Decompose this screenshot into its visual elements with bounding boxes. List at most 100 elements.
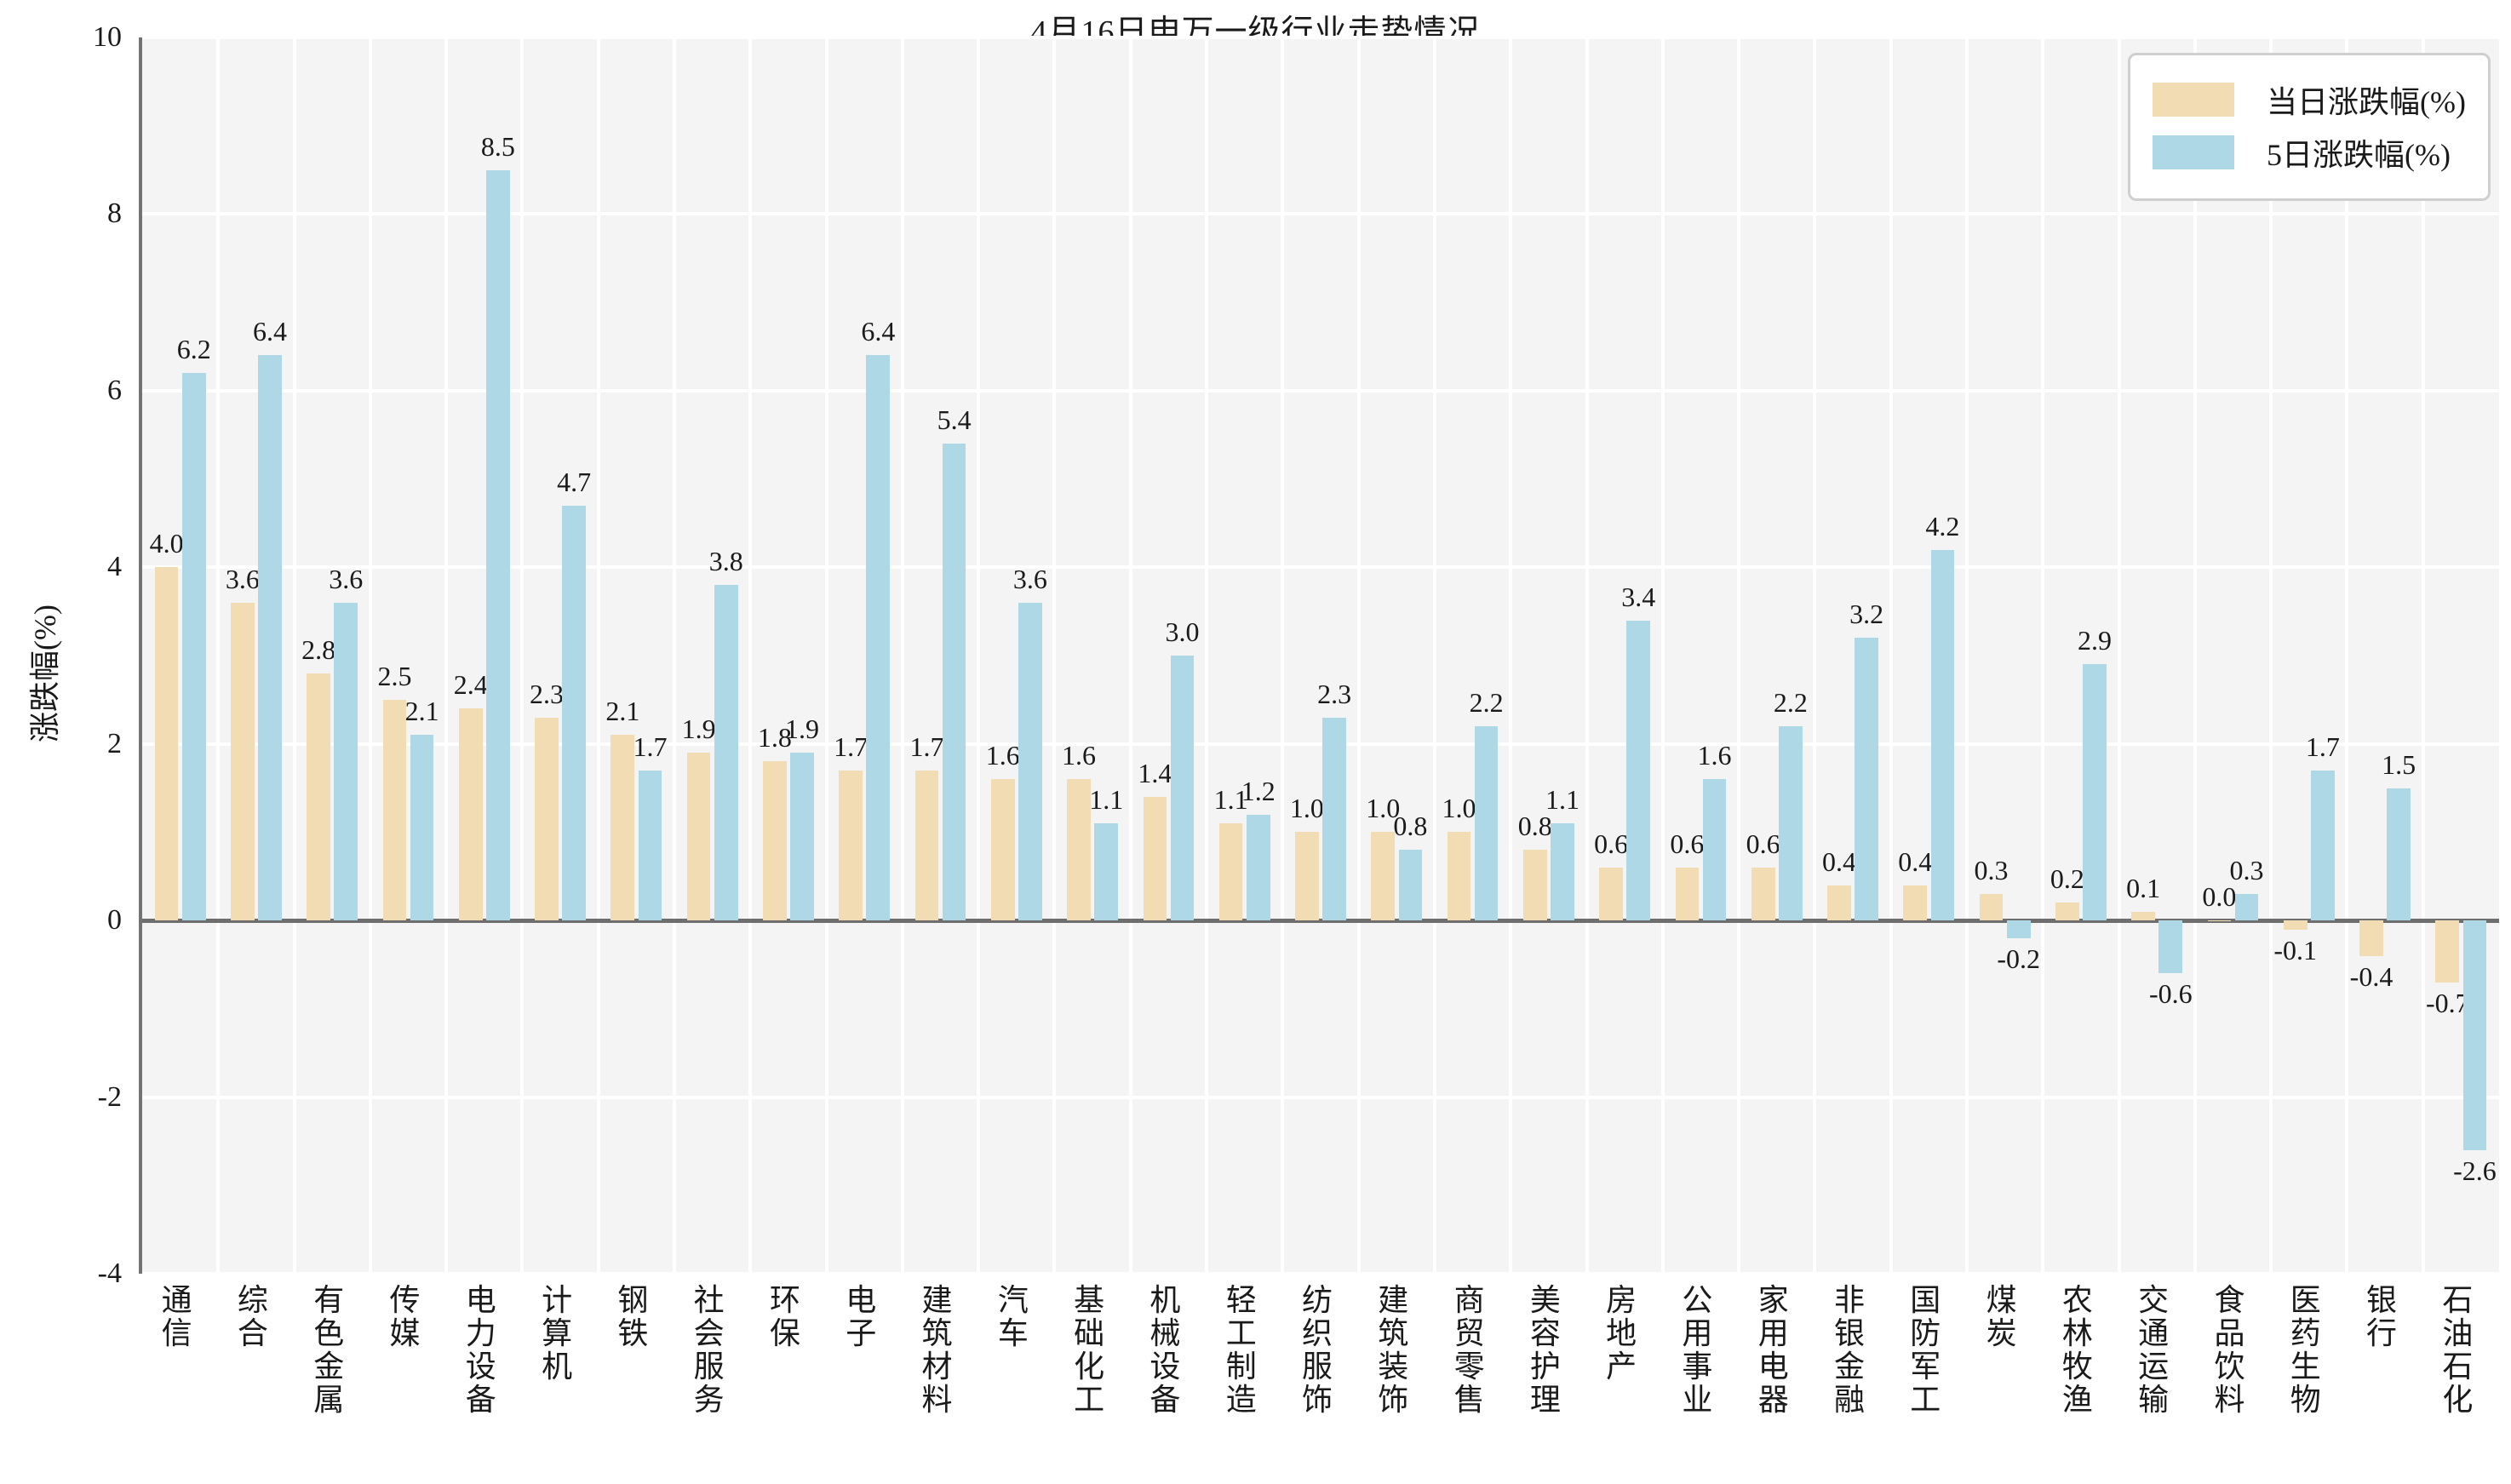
- bar-daily[interactable]: [1599, 867, 1623, 921]
- bar-daily[interactable]: [914, 770, 939, 921]
- gridline-horizontal: [142, 388, 2499, 392]
- bar-fived[interactable]: [1702, 779, 1727, 921]
- bar-daily[interactable]: [2131, 911, 2155, 921]
- bar-fived[interactable]: [638, 770, 662, 921]
- bar-daily[interactable]: [839, 770, 863, 921]
- bar-fived[interactable]: [410, 735, 434, 921]
- bar-daily[interactable]: [1447, 832, 1471, 921]
- bar-value-label: 6.2: [176, 334, 211, 365]
- bar-fived[interactable]: [1626, 620, 1651, 921]
- gridline-vertical: [1128, 37, 1132, 1274]
- bar-value-label: 1.0: [1289, 793, 1324, 824]
- bar-fived[interactable]: [2387, 788, 2411, 921]
- x-axis-tick: 建筑装饰: [1378, 1283, 1409, 1417]
- bar-daily[interactable]: [1751, 867, 1775, 921]
- x-axis-tick: 有色金属: [313, 1283, 345, 1417]
- bar-daily[interactable]: [231, 602, 255, 921]
- bar-value-label: 8.5: [480, 130, 515, 162]
- bar-daily[interactable]: [1143, 796, 1167, 921]
- y-axis-tick: 6: [107, 374, 122, 406]
- bar-daily[interactable]: [1903, 885, 1928, 921]
- bar-fived[interactable]: [942, 444, 966, 921]
- bar-fived[interactable]: [2083, 664, 2107, 921]
- gridline-horizontal: [142, 1095, 2499, 1099]
- bar-fived[interactable]: [1778, 725, 1803, 921]
- zero-baseline: [142, 919, 2499, 924]
- gridline-vertical: [1356, 37, 1361, 1274]
- bar-daily[interactable]: [2207, 920, 2232, 922]
- bar-fived[interactable]: [714, 585, 738, 921]
- bar-daily[interactable]: [1522, 850, 1547, 921]
- bar-value-label: -0.6: [2148, 978, 2193, 1010]
- gridline-vertical: [1889, 37, 1893, 1274]
- bar-fived[interactable]: [181, 373, 206, 921]
- bar-value-label: 1.7: [909, 731, 944, 762]
- bar-value-label: 0.4: [1821, 845, 1856, 877]
- bar-daily[interactable]: [990, 779, 1015, 921]
- bar-value-label: 1.2: [1241, 775, 1276, 806]
- bar-daily[interactable]: [1218, 823, 1243, 921]
- bar-fived[interactable]: [1246, 814, 1270, 921]
- bar-daily[interactable]: [686, 753, 711, 921]
- bar-fived[interactable]: [1170, 656, 1195, 921]
- bar-value-label: 1.6: [1697, 740, 1732, 771]
- bar-fived[interactable]: [2006, 920, 2031, 938]
- bar-daily[interactable]: [2359, 920, 2383, 956]
- x-axis-tick: 建筑材料: [921, 1283, 953, 1417]
- bar-fived[interactable]: [1474, 725, 1499, 921]
- bar-daily[interactable]: [1675, 867, 1700, 921]
- bar-fived[interactable]: [2311, 770, 2335, 921]
- bar-fived[interactable]: [790, 753, 814, 921]
- bar-fived[interactable]: [2234, 894, 2259, 921]
- y-axis-tick: 4: [107, 551, 122, 583]
- bar-value-label: 0.6: [1594, 828, 1629, 859]
- bar-daily[interactable]: [2055, 902, 2079, 921]
- bar-fived[interactable]: [1094, 823, 1119, 921]
- bar-daily[interactable]: [1371, 832, 1396, 921]
- bar-fived[interactable]: [1322, 717, 1346, 921]
- bar-fived[interactable]: [1398, 850, 1423, 921]
- bar-fived[interactable]: [334, 602, 358, 921]
- bar-fived[interactable]: [562, 505, 586, 921]
- bar-fived[interactable]: [1018, 602, 1042, 921]
- bar-daily[interactable]: [611, 735, 635, 921]
- bar-daily[interactable]: [154, 567, 179, 921]
- bar-daily[interactable]: [1295, 832, 1319, 921]
- bar-value-label: 2.3: [530, 678, 565, 709]
- bar-daily[interactable]: [1067, 779, 1091, 921]
- bar-fived[interactable]: [1855, 638, 1878, 921]
- bar-value-label: 2.9: [2077, 625, 2112, 656]
- bar-daily[interactable]: [458, 708, 483, 921]
- bar-daily[interactable]: [2435, 920, 2460, 983]
- x-axis-tick: 石油石化: [2442, 1283, 2474, 1417]
- y-axis-tick: -2: [97, 1080, 122, 1113]
- bar-value-label: 6.4: [253, 316, 287, 347]
- x-axis-tick: 电子: [846, 1283, 877, 1350]
- bar-value-label: 1.7: [834, 731, 869, 762]
- bar-fived[interactable]: [258, 355, 282, 921]
- bar-daily[interactable]: [763, 761, 787, 921]
- bar-value-label: -2.6: [2453, 1155, 2497, 1186]
- bar-daily[interactable]: [2283, 920, 2307, 930]
- bar-value-label: 3.0: [1165, 616, 1200, 647]
- bar-daily[interactable]: [1827, 885, 1851, 921]
- bar-daily[interactable]: [535, 717, 559, 921]
- bar-fived[interactable]: [486, 169, 510, 921]
- x-axis-tick: 社会服务: [693, 1283, 725, 1417]
- bar-fived[interactable]: [2462, 920, 2487, 1150]
- bar-fived[interactable]: [866, 355, 891, 921]
- bar-value-label: 2.5: [377, 660, 412, 691]
- legend-item[interactable]: 5日涨跌幅(%): [2153, 130, 2466, 175]
- gridline-horizontal: [142, 1272, 2499, 1275]
- bar-fived[interactable]: [1930, 549, 1955, 921]
- bar-value-label: -0.4: [2349, 960, 2393, 992]
- bar-fived[interactable]: [1551, 823, 1574, 921]
- bar-daily[interactable]: [307, 673, 330, 921]
- legend-item[interactable]: 当日涨跌幅(%): [2153, 77, 2466, 122]
- bar-daily[interactable]: [1979, 894, 2004, 921]
- gridline-vertical: [673, 37, 677, 1274]
- gridline-vertical: [977, 37, 981, 1274]
- bar-fived[interactable]: [2158, 920, 2183, 974]
- gridline-vertical: [368, 37, 372, 1274]
- bar-daily[interactable]: [382, 699, 407, 921]
